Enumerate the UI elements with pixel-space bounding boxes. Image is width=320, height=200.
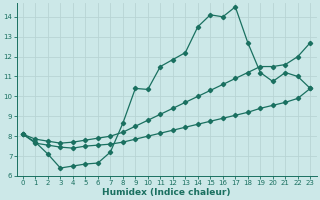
X-axis label: Humidex (Indice chaleur): Humidex (Indice chaleur) xyxy=(102,188,231,197)
